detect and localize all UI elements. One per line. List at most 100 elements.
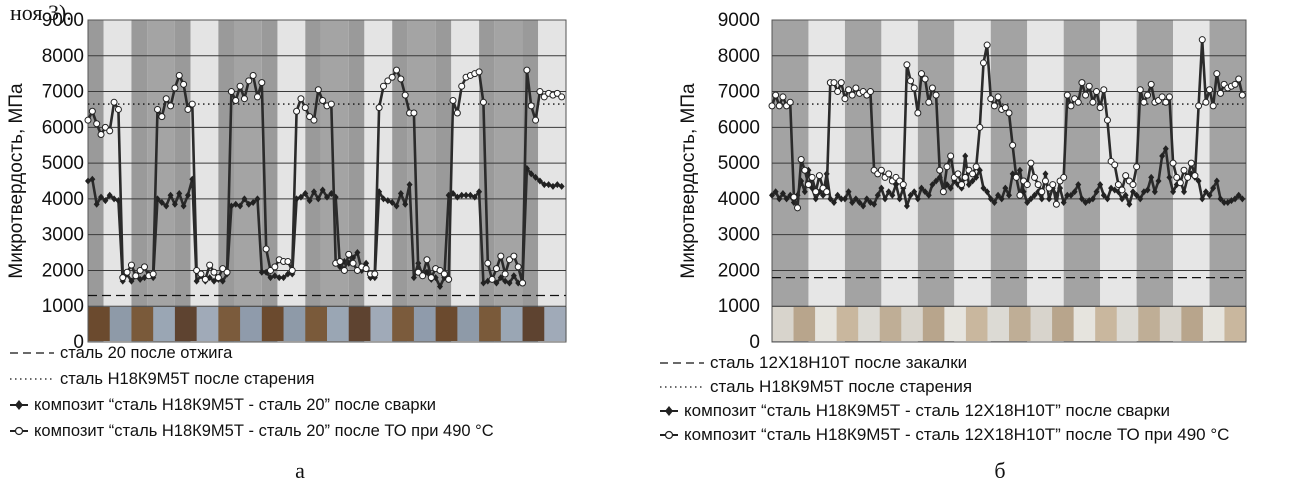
data-point-filled	[93, 200, 100, 208]
data-point-filled	[541, 181, 548, 189]
data-point-open	[866, 88, 874, 96]
data-point-open	[1111, 161, 1119, 169]
data-point-open	[123, 268, 131, 276]
data-point-filled	[1126, 200, 1133, 208]
legend-symbol-open	[664, 430, 674, 440]
data-point-filled	[436, 283, 443, 291]
data-point-open	[954, 170, 962, 178]
data-point-filled	[410, 274, 417, 282]
micrograph-tile	[370, 307, 393, 341]
data-point-open	[297, 95, 305, 103]
data-point-open	[401, 91, 409, 99]
data-point-open	[1136, 86, 1144, 94]
data-point-filled	[1148, 173, 1155, 181]
data-point-open	[453, 109, 461, 117]
data-point-open	[393, 66, 401, 74]
data-point-open	[1027, 159, 1035, 167]
data-point-open	[841, 95, 849, 103]
data-point-open	[349, 259, 357, 267]
data-point-open	[154, 105, 162, 113]
y-tick-label: 1000	[42, 296, 84, 317]
data-point-filled	[536, 177, 543, 185]
data-point-open	[1005, 109, 1013, 117]
y-tick-label: 0	[749, 332, 760, 353]
micrograph-tile	[1073, 307, 1096, 341]
data-point-filled	[1144, 186, 1151, 194]
data-point-open	[284, 258, 292, 265]
data-point-open	[837, 79, 845, 87]
y-tick-label: 3000	[718, 225, 760, 246]
micrograph-tile	[261, 307, 285, 341]
data-point-filled	[779, 190, 786, 198]
data-point-filled	[969, 177, 976, 185]
data-point-filled	[310, 188, 317, 196]
data-point-filled	[163, 202, 170, 210]
data-point-open	[947, 152, 955, 160]
data-point-open	[1067, 102, 1075, 110]
data-point-open	[1187, 159, 1195, 167]
data-point-open	[790, 193, 798, 201]
y-tick-label: 4000	[42, 189, 84, 210]
data-point-open	[1235, 75, 1243, 83]
data-point-open	[1023, 181, 1031, 189]
band-dark	[348, 20, 365, 342]
data-point-filled	[276, 274, 283, 282]
data-point-open	[1078, 79, 1086, 87]
band-dark	[392, 20, 408, 342]
data-point-open	[258, 79, 266, 87]
data-point-filled	[1093, 188, 1100, 196]
data-point-filled	[984, 188, 991, 196]
data-point-open	[1063, 91, 1071, 99]
data-point-filled	[1181, 188, 1188, 196]
data-point-filled	[1155, 177, 1162, 185]
micrograph-tile	[1159, 307, 1182, 341]
y-tick-label: 5000	[42, 153, 84, 174]
data-point-open	[114, 105, 122, 113]
data-point-open	[1038, 188, 1046, 196]
micrograph-tile	[196, 307, 219, 341]
data-point-filled	[838, 195, 845, 203]
data-point-open	[340, 266, 348, 274]
data-point-filled	[389, 198, 396, 206]
data-point-open	[917, 70, 925, 78]
data-point-filled	[871, 200, 878, 208]
micrograph-tile	[327, 307, 350, 341]
data-point-open	[1093, 88, 1101, 96]
data-point-open	[815, 172, 823, 180]
data-point-filled	[1213, 177, 1220, 185]
data-point-filled	[1042, 170, 1049, 178]
data-point-filled	[812, 195, 819, 203]
y-axis-label: Микротвердость, МПа	[678, 83, 699, 279]
data-point-filled	[1006, 191, 1012, 199]
data-point-filled	[772, 188, 779, 196]
data-point-filled	[914, 195, 921, 203]
data-point-open	[772, 91, 780, 99]
micrograph-tile	[174, 307, 198, 341]
micrograph-tile	[457, 307, 480, 341]
data-point-open	[943, 163, 951, 171]
data-point-filled	[885, 188, 892, 196]
data-point-filled	[1151, 188, 1158, 196]
band	[1136, 20, 1174, 342]
data-point-filled	[463, 191, 470, 199]
data-point-filled	[874, 191, 881, 199]
data-point-filled	[980, 184, 987, 192]
band	[320, 20, 349, 342]
micrograph-strip	[88, 307, 567, 341]
data-point-open	[106, 127, 114, 135]
micrograph-tile	[305, 307, 328, 341]
data-point-open	[1122, 172, 1130, 180]
data-point-filled	[860, 202, 867, 210]
y-tick-label: 7000	[42, 82, 84, 103]
data-point-open	[210, 268, 218, 276]
micrograph-tile	[815, 307, 838, 341]
data-point-open	[786, 98, 794, 106]
y-tick-label: 8000	[718, 46, 760, 67]
data-point-filled	[1206, 191, 1213, 199]
micrograph-tile	[1224, 307, 1247, 341]
data-point-open	[188, 100, 196, 108]
data-point-filled	[1016, 166, 1023, 174]
data-point-open	[1144, 91, 1152, 99]
data-point-open	[797, 156, 805, 164]
data-point-open	[1096, 104, 1104, 112]
